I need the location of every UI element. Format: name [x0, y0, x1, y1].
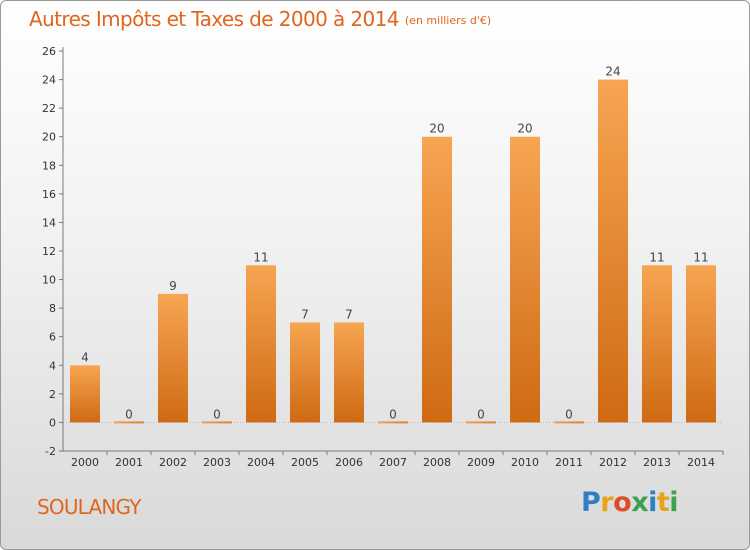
place-name: SOULANGY — [37, 495, 141, 519]
x-tick-label: 2003 — [203, 456, 231, 469]
logo-letter: t — [656, 487, 670, 518]
unit-note: (en milliers d'€) — [404, 14, 492, 27]
proxiti-logo: Proxiti — [581, 487, 679, 518]
bar — [554, 421, 584, 424]
y-tick-label: 14 — [42, 216, 56, 229]
logo-letter: i — [669, 487, 679, 518]
x-tick-label: 2001 — [115, 456, 143, 469]
bar — [202, 421, 232, 424]
x-tick-label: 2008 — [423, 456, 451, 469]
y-tick-label: -2 — [45, 445, 56, 458]
x-tick-label: 2000 — [71, 456, 99, 469]
x-tick-label: 2006 — [335, 456, 363, 469]
bar — [70, 365, 100, 423]
x-tick-label: 2014 — [687, 456, 715, 469]
y-tick-label: 20 — [42, 131, 56, 144]
data-label: 0 — [125, 407, 133, 421]
bar — [598, 79, 628, 423]
x-tick-label: 2007 — [379, 456, 407, 469]
y-tick-label: 10 — [42, 274, 56, 287]
data-label: 0 — [565, 407, 573, 421]
data-label: 11 — [253, 250, 268, 264]
bar — [686, 265, 716, 423]
bar — [290, 322, 320, 423]
bar — [642, 265, 672, 423]
y-tick-label: 2 — [49, 388, 56, 401]
data-labels: 4 0 9 0 11 7 7 0 20 0 20 0 24 11 11 — [81, 65, 708, 422]
bar — [334, 322, 364, 423]
y-tick-label: 4 — [49, 359, 56, 372]
y-tick-label: 18 — [42, 159, 56, 172]
x-tick-label: 2004 — [247, 456, 275, 469]
x-tick-label: 2010 — [511, 456, 539, 469]
y-tick-label: 8 — [49, 302, 56, 315]
logo-letter: x — [631, 487, 649, 518]
data-label: 0 — [477, 407, 485, 421]
y-tick-label: 26 — [42, 45, 56, 58]
x-tick-label: 2012 — [599, 456, 627, 469]
data-label: 20 — [517, 122, 532, 136]
x-tick-label: 2002 — [159, 456, 187, 469]
bar — [378, 421, 408, 424]
bar — [510, 136, 540, 423]
bars — [70, 79, 716, 424]
data-label: 9 — [169, 279, 177, 293]
data-label: 11 — [649, 250, 664, 264]
data-label: 20 — [429, 122, 444, 136]
x-tick-label: 2005 — [291, 456, 319, 469]
logo-letter: o — [613, 487, 632, 518]
logo-letter: i — [648, 487, 657, 518]
x-tick-label: 2013 — [643, 456, 671, 469]
y-tick-label: 24 — [42, 74, 56, 87]
y-tick-label: 6 — [49, 331, 56, 344]
chart-title: Autres Impôts et Taxes de 2000 à 2014 (en… — [29, 7, 491, 31]
data-label: 11 — [693, 250, 708, 264]
data-label: 7 — [345, 307, 353, 321]
bar — [246, 265, 276, 423]
bar — [158, 293, 188, 423]
y-tick-label: 16 — [42, 188, 56, 201]
data-label: 4 — [81, 350, 89, 364]
x-tick-label: 2011 — [555, 456, 583, 469]
x-tick-label: 2009 — [467, 456, 495, 469]
chart-title-text: Autres Impôts et Taxes de 2000 à 2014 — [29, 7, 399, 31]
data-label: 0 — [213, 407, 221, 421]
y-tick-label: 12 — [42, 245, 56, 258]
data-label: 0 — [389, 407, 397, 421]
data-label: 24 — [605, 65, 620, 79]
data-label: 7 — [301, 307, 309, 321]
logo-letter: P — [581, 487, 601, 518]
y-tick-label: 22 — [42, 102, 56, 115]
y-tick-label: 0 — [49, 416, 56, 429]
bar — [422, 136, 452, 423]
bar — [466, 421, 496, 424]
logo-letter: r — [600, 487, 614, 518]
bar — [114, 421, 144, 424]
